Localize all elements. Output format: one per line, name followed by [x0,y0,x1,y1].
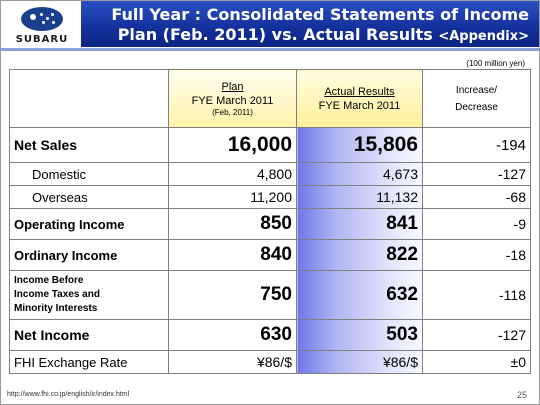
row-label: Operating Income [9,208,169,240]
plan-value: ¥86/$ [168,350,297,374]
row-label: Domestic [9,162,169,186]
diff-value: -18 [422,239,531,271]
table-row-overseas: Overseas 11,200 11,132 -68 [9,185,531,209]
table-row-operating-income: Operating Income 850 841 -9 [9,208,531,240]
table-header-row: Plan FYE March 2011 (Feb, 2011) Actual R… [9,69,531,128]
header-plan: Plan FYE March 2011 (Feb, 2011) [168,69,297,128]
page-title-line1: Full Year : Consolidated Statements of I… [111,5,529,24]
header-diff: Increase/ Decrease [422,69,531,128]
unit-note: (100 million yen) [466,59,525,68]
header-actual-title: Actual Results [324,85,395,98]
diff-value: -118 [422,270,531,320]
header-plan-title: Plan [221,81,244,93]
table-row-domestic: Domestic 4,800 4,673 -127 [9,162,531,186]
plan-value: 850 [168,208,297,240]
pleiades-star-icon [21,7,63,31]
title-bar: Full Year : Consolidated Statements of I… [81,1,539,47]
actual-value: 15,806 [296,127,423,163]
actual-value: 11,132 [296,185,423,209]
actual-value: ¥86/$ [296,350,423,374]
row-label: Net Income [9,319,169,351]
table-row-exchange-rate: FHI Exchange Rate ¥86/$ ¥86/$ ±0 [9,350,531,374]
page-title-line2: Plan (Feb. 2011) vs. Actual Results <App… [117,25,529,44]
plan-value: 750 [168,270,297,320]
title-divider [1,48,539,51]
actual-value: 4,673 [296,162,423,186]
plan-value: 11,200 [168,185,297,209]
logo-wordmark: SUBARU [15,34,69,45]
row-label: Ordinary Income [9,239,169,271]
actual-value: 822 [296,239,423,271]
table-row-ordinary-income: Ordinary Income 840 822 -18 [9,239,531,271]
header-blank-cell [9,69,169,128]
row-label: Net Sales [9,127,169,163]
page-number: 25 [516,390,527,400]
table-row-income-before-taxes: Income Before Income Taxes and Minority … [9,270,531,320]
header-plan-note: (Feb, 2011) [212,108,253,117]
income-statement-table: Plan FYE March 2011 (Feb, 2011) Actual R… [9,69,531,374]
diff-value: -127 [422,319,531,351]
actual-value: 841 [296,208,423,240]
diff-value: -127 [422,162,531,186]
diff-value: -194 [422,127,531,163]
subaru-logo: SUBARU [9,7,75,47]
footer-url-link[interactable]: http://www.fhi.co.jp/english/ir/index.ht… [7,391,130,398]
header-plan-period: FYE March 2011 [191,95,274,107]
plan-value: 16,000 [168,127,297,163]
header-actual-period: FYE March 2011 [318,99,401,112]
actual-value: 503 [296,319,423,351]
actual-value: 632 [296,270,423,320]
plan-value: 840 [168,239,297,271]
row-label: Income Before Income Taxes and Minority … [9,270,169,320]
plan-value: 4,800 [168,162,297,186]
diff-value: ±0 [422,350,531,374]
row-label: Overseas [9,185,169,209]
diff-value: -9 [422,208,531,240]
diff-value: -68 [422,185,531,209]
row-label: FHI Exchange Rate [9,350,169,374]
table-row-net-sales: Net Sales 16,000 15,806 -194 [9,127,531,163]
plan-value: 630 [168,319,297,351]
header-actual: Actual Results FYE March 2011 [296,69,423,128]
table-row-net-income: Net Income 630 503 -127 [9,319,531,351]
appendix-tag: <Appendix> [438,29,529,44]
